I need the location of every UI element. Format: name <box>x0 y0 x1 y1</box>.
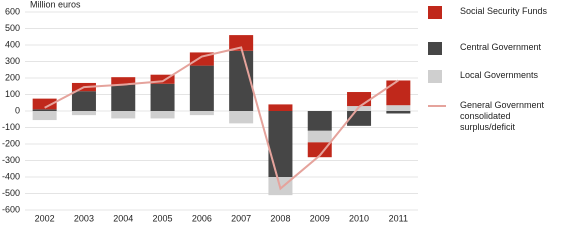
bar-segment <box>71 91 96 111</box>
bar-segment <box>71 111 96 116</box>
x-tick-label: 2011 <box>389 213 408 223</box>
bar-segment <box>229 35 254 51</box>
legend-item: Social Security Funds <box>420 6 568 19</box>
bar-segment <box>268 104 293 111</box>
legend-swatch <box>428 105 446 107</box>
x-tick-label: 2007 <box>231 213 251 223</box>
bar-segment <box>229 50 254 111</box>
legend-label: Local Governments <box>460 70 539 80</box>
y-tick-label: 300 <box>5 56 20 66</box>
legend-swatch <box>428 6 442 19</box>
bar-segment <box>111 111 136 119</box>
bar-segment <box>347 92 372 107</box>
legend-item: Central Government <box>420 42 568 55</box>
y-tick-label: -300 <box>2 155 20 165</box>
bar-segment <box>386 80 411 106</box>
chart: Million euros -600 -500 -400 -300 -200 -100 0 1… <box>2 0 418 223</box>
y-axis-title: Million euros <box>30 0 81 9</box>
legend-label: Social Security Funds <box>460 6 548 16</box>
y-tick-label: 600 <box>5 6 20 16</box>
y-tick-label: -600 <box>2 204 20 214</box>
bar-segment <box>386 105 411 111</box>
x-tick-label: 2006 <box>192 213 212 223</box>
y-tick-label: 200 <box>5 72 20 82</box>
bar-segment <box>32 98 57 110</box>
x-tick-label: 2003 <box>74 213 94 223</box>
legend-item: Local Governments <box>420 70 568 83</box>
bar-segment <box>307 142 332 158</box>
bar-segment <box>307 111 332 131</box>
bar-segment <box>307 130 332 143</box>
x-tick-label: 2004 <box>113 213 133 223</box>
bar-segment <box>111 84 136 111</box>
bar-segment <box>347 106 372 111</box>
x-tick-label: 2002 <box>35 213 55 223</box>
y-tick-label: 500 <box>5 23 20 33</box>
legend-swatch <box>428 42 442 55</box>
x-tick-label: 2009 <box>310 213 330 223</box>
bar-segment <box>150 74 175 84</box>
y-tick-label: 0 <box>15 105 20 115</box>
y-tick-label: -500 <box>2 188 20 198</box>
y-tick-label: -400 <box>2 171 20 181</box>
y-tick-label: -100 <box>2 122 20 132</box>
x-tick-label: 2008 <box>270 213 290 223</box>
line <box>44 46 399 191</box>
y-tick-label: 400 <box>5 39 20 49</box>
legend-swatch <box>428 70 442 83</box>
bar-segment <box>229 111 254 124</box>
legend-item: General Government consolidated surplus/… <box>420 100 568 133</box>
y-tick-label: -200 <box>2 138 20 148</box>
bar-segment <box>189 111 214 116</box>
bar-segment <box>32 111 57 121</box>
bar-segment <box>268 111 293 177</box>
legend-label: General Government consolidated surplus/… <box>460 100 545 132</box>
legend-label: Central Government <box>460 42 542 52</box>
bar-segment <box>32 109 57 111</box>
bar-segment <box>150 83 175 111</box>
bar-segment <box>111 77 136 85</box>
bar-segment <box>386 111 411 114</box>
x-tick-label: 2010 <box>349 213 369 223</box>
bar-segment <box>189 65 214 111</box>
bar-segment <box>150 111 175 119</box>
x-tick-label: 2005 <box>153 213 173 223</box>
page: Million euros -600 -500 -400 -300 -200 -100 0 1… <box>2 0 568 223</box>
y-tick-label: 100 <box>5 89 20 99</box>
